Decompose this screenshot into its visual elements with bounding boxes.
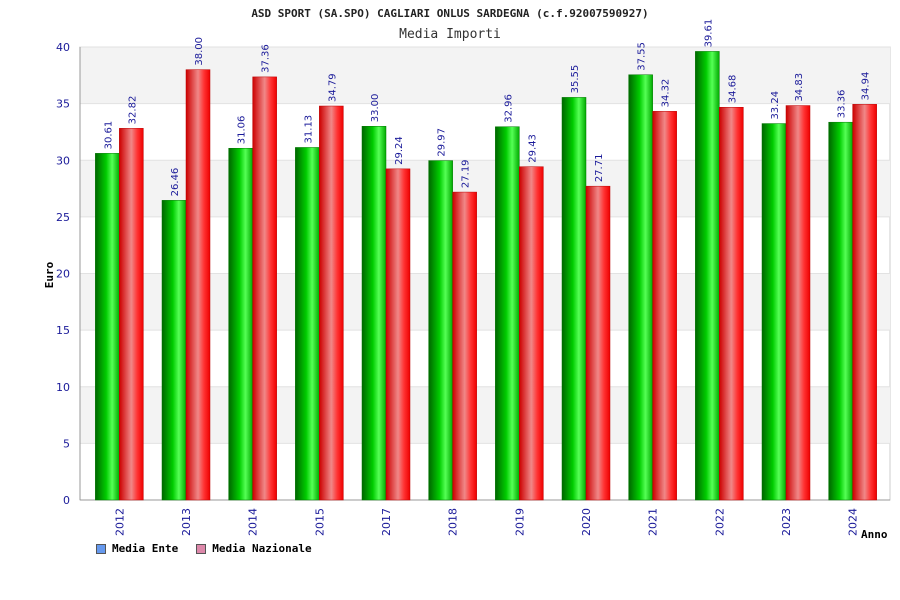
bar [161,200,187,501]
bar [695,51,720,501]
legend-item-media-nazionale: Media Nazionale [196,542,312,555]
chart-subtitle: Media Importi [399,27,501,42]
grid-band [80,273,890,331]
legend-label-media-ente: Media Ente [112,542,179,555]
bar [428,160,453,501]
y-tick-label: 35 [56,98,70,111]
bar [385,168,411,501]
y-axis-label: Euro [43,261,56,288]
bar [585,185,611,501]
data-label: 33.24 [770,91,781,120]
bar [852,104,877,501]
x-tick-label: 2023 [780,508,793,536]
bars-group [95,51,877,501]
x-axis-ticks: 2012 2013 2014 2015 2017 2018 2019 2020 2021 2022… [113,508,859,536]
data-label: 29.43 [527,134,538,163]
data-label: 37.55 [637,42,648,71]
bar [561,97,587,501]
bar [185,69,211,501]
y-tick-label: 10 [56,381,70,394]
data-label: 26.46 [170,168,181,197]
x-tick-label: 2012 [113,508,126,536]
y-tick-label: 20 [56,268,70,281]
x-tick-label: 2017 [380,508,393,536]
bar [252,76,277,501]
bar [652,111,677,501]
bar [295,147,320,501]
data-label: 29.24 [394,136,405,165]
data-label: 34.79 [327,73,338,102]
x-tick-label: 2018 [447,508,460,536]
chart-title: ASD SPORT (SA.SPO) CAGLIARI ONLUS SARDEG… [251,7,648,20]
y-tick-label: 15 [56,324,70,337]
legend-swatch-media-nazionale [196,543,207,554]
legend: Media Ente Media Nazionale [96,542,312,555]
grid-lines [79,46,890,501]
x-axis-label: Anno [861,528,888,541]
bar [495,126,520,501]
data-label: 34.32 [661,79,672,108]
bar [761,123,787,501]
data-label: 33.00 [370,94,381,123]
legend-label-media-nazionale: Media Nazionale [212,542,312,555]
data-label: 32.96 [503,94,514,123]
data-label: 35.55 [570,65,581,94]
data-label: 30.61 [103,121,114,150]
data-label: 31.06 [237,116,248,145]
data-label: 29.97 [437,128,448,157]
bar [785,105,811,501]
bar [519,166,544,501]
bar [452,191,477,501]
data-label: 34.68 [727,75,738,104]
data-label: 37.36 [261,44,272,73]
bar [319,105,344,501]
y-tick-label: 5 [63,437,70,450]
x-tick-label: 2013 [180,508,193,536]
y-axis-ticks: 0 5 10 15 20 25 30 35 40 [56,41,70,507]
data-labels-group: 30.61 32.82 26.46 38.00 31.06 37.36 31.13 34.79… [103,19,871,197]
data-label: 34.83 [794,73,805,102]
x-tick-label: 2015 [313,508,326,536]
x-tick-label: 2022 [713,508,726,536]
y-tick-label: 40 [56,41,70,54]
x-tick-label: 2019 [513,508,526,536]
grid-band [80,47,890,104]
data-label: 34.94 [861,72,872,101]
x-tick-label: 2020 [580,508,593,536]
bar [228,147,253,501]
bar [628,74,653,501]
x-tick-label: 2021 [647,508,660,536]
grid-band [80,160,890,217]
data-label: 27.19 [461,159,472,188]
y-tick-label: 25 [56,211,70,224]
bar [719,106,744,501]
bar [119,128,144,501]
bar [828,121,853,501]
data-label: 38.00 [194,37,205,66]
data-label: 27.71 [594,154,605,183]
y-tick-label: 0 [63,494,70,507]
x-tick-label: 2024 [847,508,860,536]
data-label: 32.82 [127,96,138,125]
legend-item-media-ente: Media Ente [96,542,178,555]
data-label: 31.13 [303,115,314,144]
bar [95,153,120,501]
legend-swatch-media-ente [96,543,106,554]
x-tick-label: 2014 [247,508,260,536]
grid-band [80,386,890,444]
y-tick-label: 30 [56,154,70,167]
data-label: 33.36 [837,90,848,119]
data-label: 39.61 [703,19,714,48]
bar [361,126,387,501]
